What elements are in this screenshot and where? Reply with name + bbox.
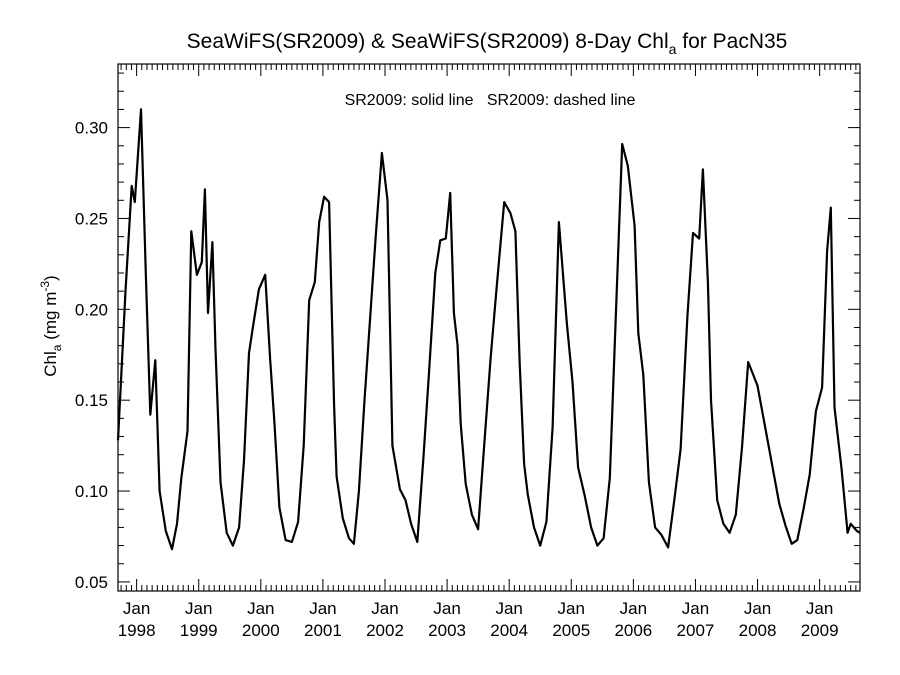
x-tick-year-label: 2006: [614, 621, 652, 640]
y-axis-ticks: 0.05 0.10 0.15 0.20 0.25 0.30: [75, 72, 860, 592]
chart-title: SeaWiFS(SR2009) & SeaWiFS(SR2009) 8-Day …: [187, 30, 788, 57]
x-tick-month-label: Jan: [309, 599, 336, 618]
y-tick-label: 0.05: [75, 573, 108, 592]
x-tick-year-label: 1999: [180, 621, 218, 640]
series-group: [116, 108, 861, 551]
y-tick-label: 0.10: [75, 482, 108, 501]
x-tick-year-label: 2002: [366, 621, 404, 640]
x-tick-month-label: Jan: [806, 599, 833, 618]
y-axis-label: Chla (mg m-3): [38, 275, 64, 376]
x-tick-month-label: Jan: [123, 599, 150, 618]
y-tick-label: 0.20: [75, 300, 108, 319]
legend-annotation: SR2009: solid line SR2009: dashed line: [345, 92, 636, 109]
x-tick-year-label: 2001: [304, 621, 342, 640]
x-tick-year-label: 2005: [552, 621, 590, 640]
x-tick-month-label: Jan: [495, 599, 522, 618]
x-tick-year-label: 2003: [428, 621, 466, 640]
y-tick-label: 0.15: [75, 391, 108, 410]
x-tick-month-label: Jan: [371, 599, 398, 618]
y-tick-label: 0.25: [75, 209, 108, 228]
x-tick-year-label: 2008: [739, 621, 777, 640]
x-tick-month-label: Jan: [558, 599, 585, 618]
x-tick-month-label: Jan: [247, 599, 274, 618]
x-tick-month-label: Jan: [185, 599, 212, 618]
plot-frame: [117, 63, 861, 592]
x-tick-year-label: 2000: [242, 621, 280, 640]
series-line: [116, 108, 861, 551]
x-tick-month-label: Jan: [433, 599, 460, 618]
x-tick-year-label: 2007: [677, 621, 715, 640]
x-tick-month-label: Jan: [744, 599, 771, 618]
x-axis-ticks: Jan 1998 Jan 1999 Jan 2000 Jan 2001 Jan 2002 Jan 20…: [118, 64, 857, 640]
x-tick-year-label: 2009: [801, 621, 839, 640]
x-tick-year-label: 2004: [490, 621, 528, 640]
x-tick-month-label: Jan: [682, 599, 709, 618]
y-tick-label: 0.30: [75, 119, 108, 138]
x-tick-year-label: 1998: [118, 621, 156, 640]
x-tick-month-label: Jan: [620, 599, 647, 618]
